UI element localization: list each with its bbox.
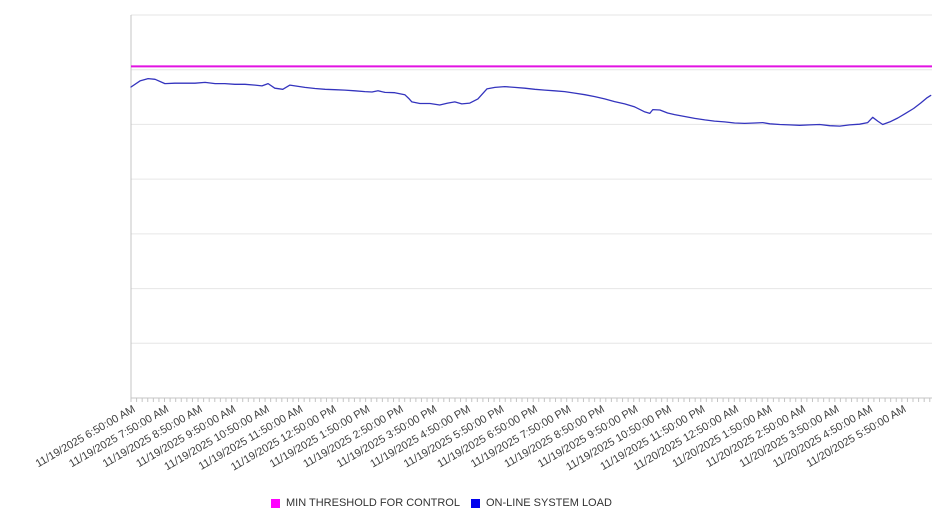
x-axis-ticks <box>130 398 931 402</box>
min-threshold-swatch-icon <box>271 498 280 508</box>
gridlines <box>131 14 932 399</box>
legend-item-min-threshold[interactable]: MIN THRESHOLD FOR CONTROL <box>271 497 460 509</box>
legend-label-online-system-load: ON-LINE SYSTEM LOAD <box>485 497 612 509</box>
legend-item-online-system-load[interactable]: ON-LINE SYSTEM LOAD <box>470 497 612 509</box>
legend-label-min-threshold: MIN THRESHOLD FOR CONTROL <box>286 497 460 509</box>
load-line-series <box>130 77 932 127</box>
online-system-load-swatch-icon <box>470 498 480 508</box>
legend: MIN THRESHOLD FOR CONTROL ON-LINE SYSTEM… <box>271 497 612 509</box>
